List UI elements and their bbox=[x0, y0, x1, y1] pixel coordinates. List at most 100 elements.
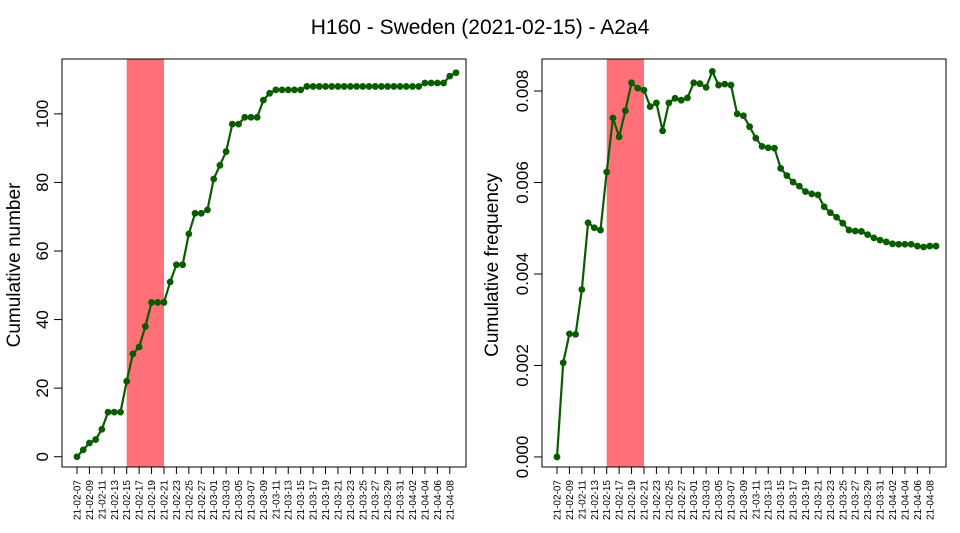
data-point-left bbox=[272, 86, 280, 94]
data-point-right bbox=[634, 84, 642, 92]
x-tick-label-right: 21-03-19 bbox=[801, 480, 812, 520]
x-tick-label-right: 21-02-13 bbox=[590, 480, 601, 520]
data-point-right bbox=[684, 94, 691, 102]
data-point-right bbox=[653, 99, 660, 107]
data-point-right bbox=[932, 242, 940, 250]
data-point-right bbox=[771, 144, 778, 152]
x-tick-label-right: 21-03-13 bbox=[764, 480, 775, 520]
y-axis-label-right: Cumulative frequency bbox=[482, 173, 503, 357]
x-tick-label-right: 21-03-21 bbox=[813, 480, 824, 520]
data-point-left bbox=[309, 83, 317, 90]
x-tick-label-left: 21-02-07 bbox=[73, 480, 84, 520]
data-point-left bbox=[123, 377, 131, 385]
data-point-left bbox=[396, 83, 404, 90]
data-point-right bbox=[572, 330, 580, 338]
data-point-left bbox=[446, 72, 454, 80]
data-point-left bbox=[409, 83, 416, 90]
data-point-left bbox=[334, 83, 342, 90]
x-tick-label-left: 21-03-01 bbox=[209, 480, 220, 520]
x-tick-label-right: 21-03-03 bbox=[702, 480, 713, 520]
data-point-left bbox=[402, 83, 410, 90]
y-tick-label-right: 0.008 bbox=[513, 70, 532, 113]
x-tick-label-right: 21-02-07 bbox=[553, 480, 564, 520]
y-tick-label-left: 20 bbox=[33, 379, 52, 398]
x-tick-label-right: 21-03-17 bbox=[789, 480, 800, 520]
data-point-right bbox=[659, 127, 667, 135]
data-point-right bbox=[640, 86, 648, 94]
x-tick-label-right: 21-03-11 bbox=[751, 480, 762, 520]
data-point-right bbox=[802, 188, 809, 196]
data-point-right bbox=[889, 240, 896, 248]
x-tick-label-right: 21-03-07 bbox=[726, 480, 737, 520]
x-tick-label-right: 21-03-29 bbox=[863, 480, 874, 520]
x-tick-label-left: 21-03-25 bbox=[358, 480, 369, 520]
x-tick-label-right: 21-03-15 bbox=[776, 480, 787, 520]
data-point-right bbox=[845, 226, 853, 234]
data-point-right bbox=[590, 224, 598, 232]
data-point-right bbox=[777, 164, 785, 172]
data-point-left bbox=[210, 175, 218, 183]
data-point-left bbox=[433, 79, 441, 87]
x-tick-label-right: 21-03-27 bbox=[851, 480, 862, 520]
data-point-right bbox=[628, 79, 635, 87]
y-tick-label-right: 0.004 bbox=[513, 253, 532, 296]
data-point-right bbox=[721, 80, 729, 88]
x-tick-label-right: 21-02-09 bbox=[565, 480, 576, 520]
data-point-left bbox=[228, 120, 236, 128]
data-point-right bbox=[702, 83, 710, 91]
data-point-left bbox=[421, 79, 429, 87]
x-tick-label-left: 21-03-15 bbox=[296, 480, 307, 520]
x-tick-label-right: 21-03-09 bbox=[739, 480, 750, 520]
x-tick-label-left: 21-02-09 bbox=[85, 480, 96, 520]
data-point-right bbox=[597, 226, 604, 234]
data-point-left bbox=[117, 408, 124, 416]
data-point-right bbox=[820, 203, 828, 211]
data-point-right bbox=[696, 80, 704, 88]
x-tick-label-left: 21-02-27 bbox=[197, 480, 208, 520]
data-point-right bbox=[758, 142, 766, 150]
data-point-right bbox=[665, 99, 673, 107]
x-tick-label-left: 21-03-03 bbox=[222, 480, 233, 520]
data-point-left bbox=[291, 86, 298, 94]
data-point-right bbox=[615, 133, 623, 141]
data-point-right bbox=[870, 234, 878, 242]
data-point-right bbox=[789, 178, 797, 186]
x-tick-label-right: 21-02-27 bbox=[677, 480, 688, 520]
data-point-right bbox=[876, 236, 884, 244]
x-tick-label-left: 21-03-11 bbox=[271, 480, 282, 520]
y-tick-label-left: 80 bbox=[33, 173, 52, 192]
x-tick-label-right: 21-03-23 bbox=[826, 480, 837, 520]
data-point-left bbox=[278, 86, 286, 94]
data-point-right bbox=[584, 219, 592, 227]
data-point-left bbox=[141, 323, 149, 330]
x-tick-label-left: 21-02-13 bbox=[110, 480, 121, 520]
data-point-left bbox=[452, 69, 460, 77]
data-point-right bbox=[851, 227, 859, 235]
data-point-left bbox=[378, 83, 385, 90]
data-point-left bbox=[247, 113, 255, 121]
data-point-right bbox=[621, 107, 629, 115]
data-point-left bbox=[359, 83, 367, 90]
x-tick-label-right: 21-02-23 bbox=[652, 480, 663, 520]
x-tick-label-left: 21-02-17 bbox=[135, 480, 146, 520]
data-point-right bbox=[559, 359, 567, 367]
data-point-left bbox=[216, 161, 224, 169]
data-point-left bbox=[340, 83, 348, 90]
data-point-right bbox=[677, 96, 685, 104]
y-tick-label-left: 0 bbox=[33, 452, 52, 461]
data-point-right bbox=[553, 453, 561, 461]
data-point-left bbox=[135, 343, 143, 351]
x-tick-label-left: 21-02-21 bbox=[159, 480, 170, 520]
x-tick-label-right: 21-04-02 bbox=[888, 480, 899, 520]
data-point-left bbox=[390, 83, 398, 90]
y-tick-label-left: 40 bbox=[33, 310, 52, 329]
data-point-left bbox=[371, 83, 379, 90]
data-point-right bbox=[609, 114, 617, 122]
data-point-right bbox=[839, 219, 847, 227]
data-point-right bbox=[646, 103, 654, 110]
x-tick-label-left: 21-03-21 bbox=[333, 480, 344, 520]
data-point-left bbox=[148, 299, 155, 306]
x-tick-label-left: 21-03-29 bbox=[383, 480, 394, 520]
data-point-right bbox=[715, 81, 722, 89]
